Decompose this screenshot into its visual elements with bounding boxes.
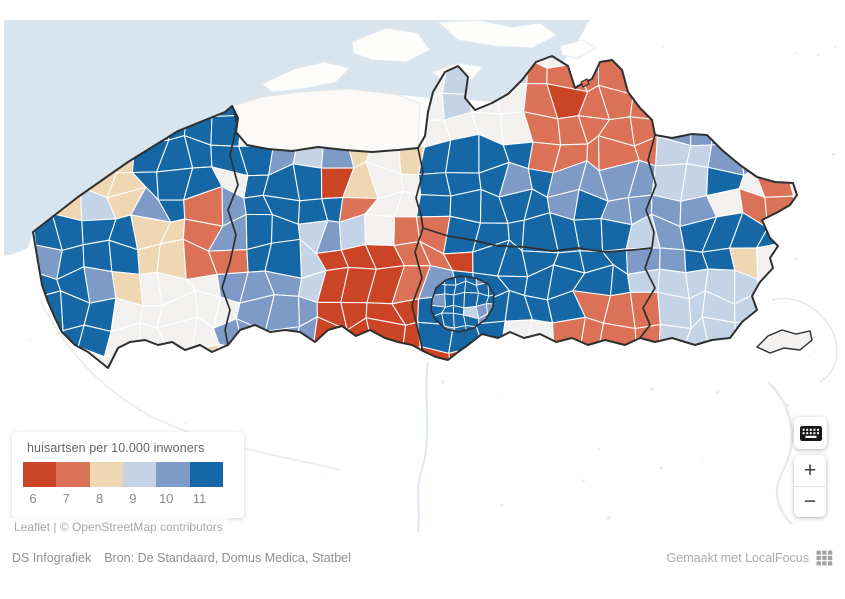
localfocus-credit-link[interactable]: Gemaakt met LocalFocus [666,551,809,565]
legend-tick-label: 8 [95,491,104,506]
attribution-separator: | [50,520,60,534]
legend-tick-label: 11 [192,491,207,506]
leaflet-link[interactable]: Leaflet [14,520,51,534]
legend-tick-label: 6 [29,491,37,506]
infographic-brand: DS Infografiek [12,551,92,565]
legend-tick-label: 7 [62,491,70,506]
source-text: Bron: De Standaard, Domus Medica, Statbe… [104,551,351,565]
footer-made-with: Gemaakt met LocalFocus [667,550,833,566]
keyboard-shortcuts-button[interactable] [794,417,827,449]
province-border [422,227,653,253]
flanders-choropleth-map [4,20,841,538]
map-canvas[interactable]: huisartsen per 10.000 inwoners 6 7 8 9 10 11 … [4,20,841,538]
legend-tick-labels: 6 7 8 9 10 11 [22,491,232,508]
legend-swatch [156,462,190,487]
keyboard-icon [799,425,822,441]
footer-credits: DS Infografiek Bron: De Standaard, Domus… [12,551,351,565]
footer-bar: DS Infografiek Bron: De Standaard, Domus… [0,540,845,576]
legend-color-scale [23,462,223,487]
leaflet-attribution: Leaflet | © OpenStreetMap contributors [8,518,229,536]
flanders-outline [32,55,798,369]
zoom-control-divider [794,485,826,487]
province-border [645,134,657,249]
legend-swatch [23,462,57,487]
legend-swatch [89,462,123,487]
legend-tick-label: 9 [129,491,137,506]
zoom-out-button[interactable]: − [794,486,826,517]
brussels-border [430,275,495,333]
voeren-outline [755,329,813,354]
province-border [639,247,656,339]
legend-title: huisartsen per 10.000 inwoners [27,441,205,455]
map-legend: huisartsen per 10.000 inwoners 6 7 8 9 10 11 [12,432,244,518]
legend-swatch [189,462,223,487]
legend-swatch [122,462,157,487]
legend-tick-label: 10 [158,491,174,506]
province-border [411,147,424,353]
osm-contributors-link[interactable]: © OpenStreetMap contributors [59,520,223,534]
map-zoom-control: + − [794,455,826,517]
province-border [221,106,239,346]
legend-swatch [56,462,90,487]
zoom-in-button[interactable]: + [794,455,826,486]
localfocus-grid-icon[interactable] [816,550,833,566]
